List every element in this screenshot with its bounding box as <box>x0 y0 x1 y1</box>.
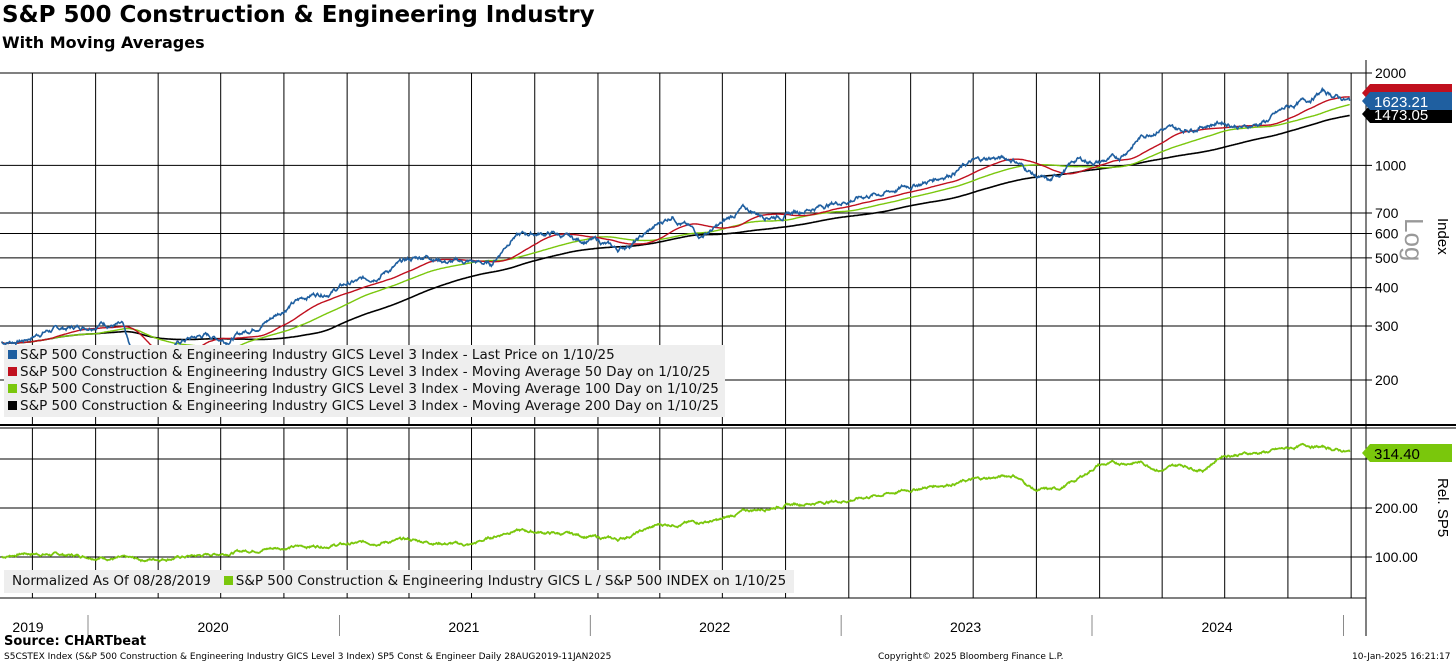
y-tick-label: 1000 <box>1375 157 1406 173</box>
relative-line <box>1 442 1351 563</box>
y-tick-label: 600 <box>1375 226 1399 242</box>
legend-top: S&P 500 Construction & Engineering Indus… <box>4 345 725 417</box>
y-tick-label: 2000 <box>1375 65 1406 81</box>
relative-tag-text: 314.40 <box>1374 446 1420 463</box>
log-scale-label: Log <box>1399 218 1429 261</box>
legend-item-ma50: S&P 500 Construction & Engineering Indus… <box>8 364 719 381</box>
ma50-line <box>1 96 1350 363</box>
y-tick-label: 300 <box>1375 318 1399 334</box>
legend-item-ma200: S&P 500 Construction & Engineering Indus… <box>8 398 719 415</box>
legend-item-price: S&P 500 Construction & Engineering Indus… <box>8 347 719 364</box>
price-tag-text: 1623.21 <box>1374 94 1428 111</box>
price-tag <box>1362 92 1452 110</box>
x-year-label: 2022 <box>699 619 730 635</box>
x-year-label: 2023 <box>950 619 981 635</box>
chart-title: S&P 500 Construction & Engineering Indus… <box>2 2 595 28</box>
y-tick-label: 500 <box>1375 250 1399 266</box>
x-year-label: 2024 <box>1201 619 1232 635</box>
y-tick-label: 700 <box>1375 205 1399 221</box>
relative-tag <box>1362 444 1452 462</box>
legend-bottom: Normalized As Of 08/28/2019 S&P 500 Cons… <box>4 570 795 593</box>
x-year-label: 2020 <box>197 619 228 635</box>
legend-item-ma100: S&P 500 Construction & Engineering Indus… <box>8 381 719 398</box>
footer-copyright: Copyright© 2025 Bloomberg Finance L.P. <box>878 652 1064 662</box>
footer-left: S5CSTEX Index (S&P 500 Construction & En… <box>4 652 612 662</box>
source-label: Source: CHARTbeat <box>4 634 147 649</box>
y-axis-title: Index <box>1434 218 1451 255</box>
y-tick-label: 100.00 <box>1375 549 1418 565</box>
ma100-line <box>1 103 1350 351</box>
y-tick-label: 200 <box>1375 372 1399 388</box>
footer-timestamp: 10-Jan-2025 16:21:17 <box>1352 652 1451 662</box>
chart-subtitle: With Moving Averages <box>2 33 205 52</box>
y-tick-label: 400 <box>1375 280 1399 296</box>
ma200-tag-text: 1473.05 <box>1374 107 1428 124</box>
legend-item-relative: S&P 500 Construction & Engineering Indus… <box>235 573 787 589</box>
legend-normalized: Normalized As Of 08/28/2019 <box>12 573 211 589</box>
x-year-label: 2019 <box>12 619 43 635</box>
y-axis-title-rel: Rel. SP5 <box>1434 478 1451 537</box>
y-tick-label: 200.00 <box>1375 500 1418 516</box>
x-year-label: 2021 <box>448 619 479 635</box>
price-line <box>1 86 1351 389</box>
